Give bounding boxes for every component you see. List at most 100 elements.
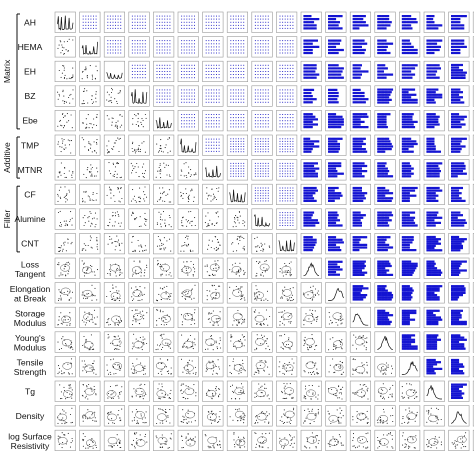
data-point	[432, 101, 435, 104]
data-point	[436, 164, 439, 168]
data-point	[388, 93, 391, 96]
data-point	[159, 89, 161, 91]
data-point	[403, 115, 405, 118]
matrix-cell	[300, 110, 322, 132]
data-point	[431, 170, 434, 173]
data-point	[265, 190, 267, 192]
data-point	[164, 71, 166, 72]
data-point	[181, 95, 183, 97]
data-point	[363, 192, 365, 195]
data-point	[303, 140, 305, 143]
data-point	[166, 89, 168, 91]
data-point	[335, 42, 338, 45]
data-point	[357, 73, 360, 76]
data-point	[121, 124, 123, 126]
data-point	[360, 142, 362, 146]
data-point	[218, 120, 220, 122]
data-point	[72, 76, 74, 78]
data-point	[194, 43, 195, 45]
data-point	[284, 187, 286, 189]
data-point	[308, 164, 311, 168]
data-point	[335, 142, 338, 146]
data-point	[359, 113, 361, 116]
data-point	[457, 172, 460, 175]
data-point	[360, 150, 362, 153]
data-point	[403, 101, 405, 104]
data-point	[279, 98, 281, 100]
data-point	[138, 175, 140, 178]
data-point	[383, 145, 386, 148]
data-point	[435, 162, 438, 165]
data-point	[355, 98, 357, 101]
data-point	[262, 67, 264, 69]
data-point	[90, 27, 92, 29]
data-point	[404, 91, 406, 94]
data-point	[260, 98, 262, 100]
data-point	[65, 194, 68, 197]
data-point	[383, 115, 386, 118]
data-point	[165, 144, 167, 146]
data-point	[387, 175, 390, 178]
data-point	[90, 15, 92, 17]
data-point	[282, 192, 284, 194]
data-point	[257, 170, 259, 172]
data-point	[287, 15, 289, 17]
data-point	[191, 188, 193, 190]
data-point	[451, 123, 453, 126]
data-point	[183, 24, 185, 26]
data-point	[194, 77, 195, 79]
data-point	[117, 49, 119, 51]
data-point	[429, 142, 431, 146]
data-point	[383, 120, 386, 123]
data-point	[413, 21, 416, 24]
data-point	[435, 42, 438, 45]
data-point	[355, 24, 357, 27]
data-point	[432, 123, 435, 126]
data-point	[329, 148, 331, 151]
data-point	[334, 76, 337, 79]
data-point	[339, 123, 342, 126]
data-point	[426, 64, 428, 67]
data-point	[464, 45, 466, 48]
data-point	[337, 48, 339, 52]
data-point	[385, 175, 387, 178]
data-point	[159, 173, 161, 175]
data-point	[208, 15, 210, 17]
data-point	[377, 186, 379, 190]
data-point	[262, 77, 264, 79]
data-point	[307, 137, 309, 140]
data-point	[363, 39, 365, 42]
data-point	[260, 120, 262, 122]
data-point	[279, 18, 281, 20]
data-point	[257, 52, 259, 54]
data-point	[426, 167, 428, 170]
data-point	[289, 175, 291, 177]
data-point	[381, 164, 383, 168]
data-point	[456, 126, 458, 129]
data-point	[355, 95, 357, 98]
data-point	[91, 127, 93, 129]
data-point	[235, 120, 237, 122]
data-point	[254, 101, 256, 103]
data-point	[137, 46, 139, 48]
data-point	[311, 67, 313, 70]
data-point	[328, 192, 330, 195]
data-point	[161, 67, 163, 69]
data-point	[435, 115, 438, 118]
data-point	[452, 123, 454, 126]
data-point	[92, 193, 94, 196]
data-point	[315, 27, 317, 30]
data-point	[404, 101, 406, 104]
data-point	[357, 170, 360, 173]
data-point	[267, 71, 269, 72]
data-point	[387, 145, 390, 148]
data-point	[356, 101, 359, 104]
data-point	[438, 172, 440, 175]
data-point	[169, 98, 171, 100]
data-point	[405, 24, 408, 27]
data-point	[383, 140, 386, 143]
matrix-cell	[374, 183, 396, 205]
data-point	[462, 71, 465, 74]
data-point	[383, 142, 386, 146]
data-point	[307, 91, 309, 95]
